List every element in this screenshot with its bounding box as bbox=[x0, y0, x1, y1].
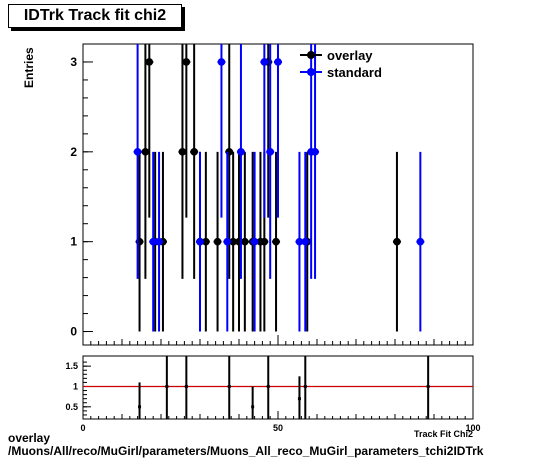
standard-data-point bbox=[250, 237, 259, 246]
standard-data-point bbox=[237, 148, 245, 156]
legend-standard-marker bbox=[307, 68, 315, 76]
standard-data-point bbox=[223, 237, 232, 246]
standard-data-point bbox=[133, 148, 142, 156]
y-tick-label: 1 bbox=[70, 235, 77, 249]
y-tick-label: 3 bbox=[70, 55, 77, 69]
standard-data-point bbox=[149, 237, 157, 246]
ratio-y-tick-label: 1.5 bbox=[65, 361, 78, 371]
overlay-data-point bbox=[182, 58, 191, 66]
standard-data-point bbox=[295, 237, 304, 246]
legend-overlay-label: overlay bbox=[327, 48, 373, 63]
footer-line-1: overlay bbox=[8, 431, 51, 445]
y-tick-label: 0 bbox=[70, 325, 77, 339]
overlay-data-point bbox=[141, 148, 150, 156]
overlay-data-point bbox=[213, 237, 222, 246]
standard-data-point bbox=[301, 237, 310, 246]
footer-line-2: /Muons/All/reco/MuGirl/parameters/Muons_… bbox=[8, 444, 484, 458]
ratio-y-tick-label: 1 bbox=[73, 381, 78, 391]
overlay-data-point bbox=[178, 148, 187, 156]
overlay-data-point bbox=[202, 237, 210, 246]
legend-overlay-marker bbox=[307, 51, 315, 59]
ratio-data-point bbox=[227, 384, 231, 388]
footer-caption: overlay /Muons/All/reco/MuGirl/parameter… bbox=[8, 432, 483, 458]
legend-standard-label: standard bbox=[327, 65, 382, 80]
ratio-data-point bbox=[297, 397, 301, 401]
x-axis-label: Track Fit Chi2 bbox=[414, 429, 473, 439]
ratio-data-point bbox=[303, 384, 307, 388]
standard-data-point bbox=[217, 58, 226, 66]
ratio-x-tick-label: 100 bbox=[465, 423, 480, 433]
standard-data-point bbox=[196, 237, 204, 246]
overlay-data-point bbox=[272, 237, 280, 246]
ratio-data-point bbox=[184, 384, 188, 388]
ratio-plot-frame bbox=[82, 355, 474, 420]
standard-data-point bbox=[311, 148, 319, 156]
overlay-data-point bbox=[229, 237, 237, 246]
overlay-data-point bbox=[145, 58, 154, 66]
ratio-data-point bbox=[138, 405, 142, 409]
overlay-data-point bbox=[260, 237, 269, 246]
chart-title-box: IDTrk Track fit chi2 bbox=[8, 4, 182, 28]
ratio-data-point bbox=[251, 405, 255, 409]
ratio-data-point bbox=[426, 384, 430, 388]
ratio-x-tick-label: 50 bbox=[273, 423, 283, 433]
standard-data-point bbox=[416, 237, 425, 246]
overlay-data-point bbox=[393, 237, 401, 246]
standard-data-point bbox=[155, 237, 163, 246]
ratio-data-point bbox=[266, 384, 270, 388]
y-tick-label: 2 bbox=[70, 145, 77, 159]
standard-data-point bbox=[266, 148, 275, 156]
standard-data-point bbox=[274, 58, 282, 66]
overlay-data-point bbox=[190, 148, 198, 156]
ratio-y-tick-label: 0.5 bbox=[65, 402, 78, 412]
standard-data-point bbox=[260, 58, 269, 66]
ratio-x-tick-label: 0 bbox=[80, 423, 85, 433]
overlay-data-point bbox=[241, 237, 249, 246]
chart-title: IDTrk Track fit chi2 bbox=[23, 7, 167, 24]
ratio-data-point bbox=[165, 384, 169, 388]
